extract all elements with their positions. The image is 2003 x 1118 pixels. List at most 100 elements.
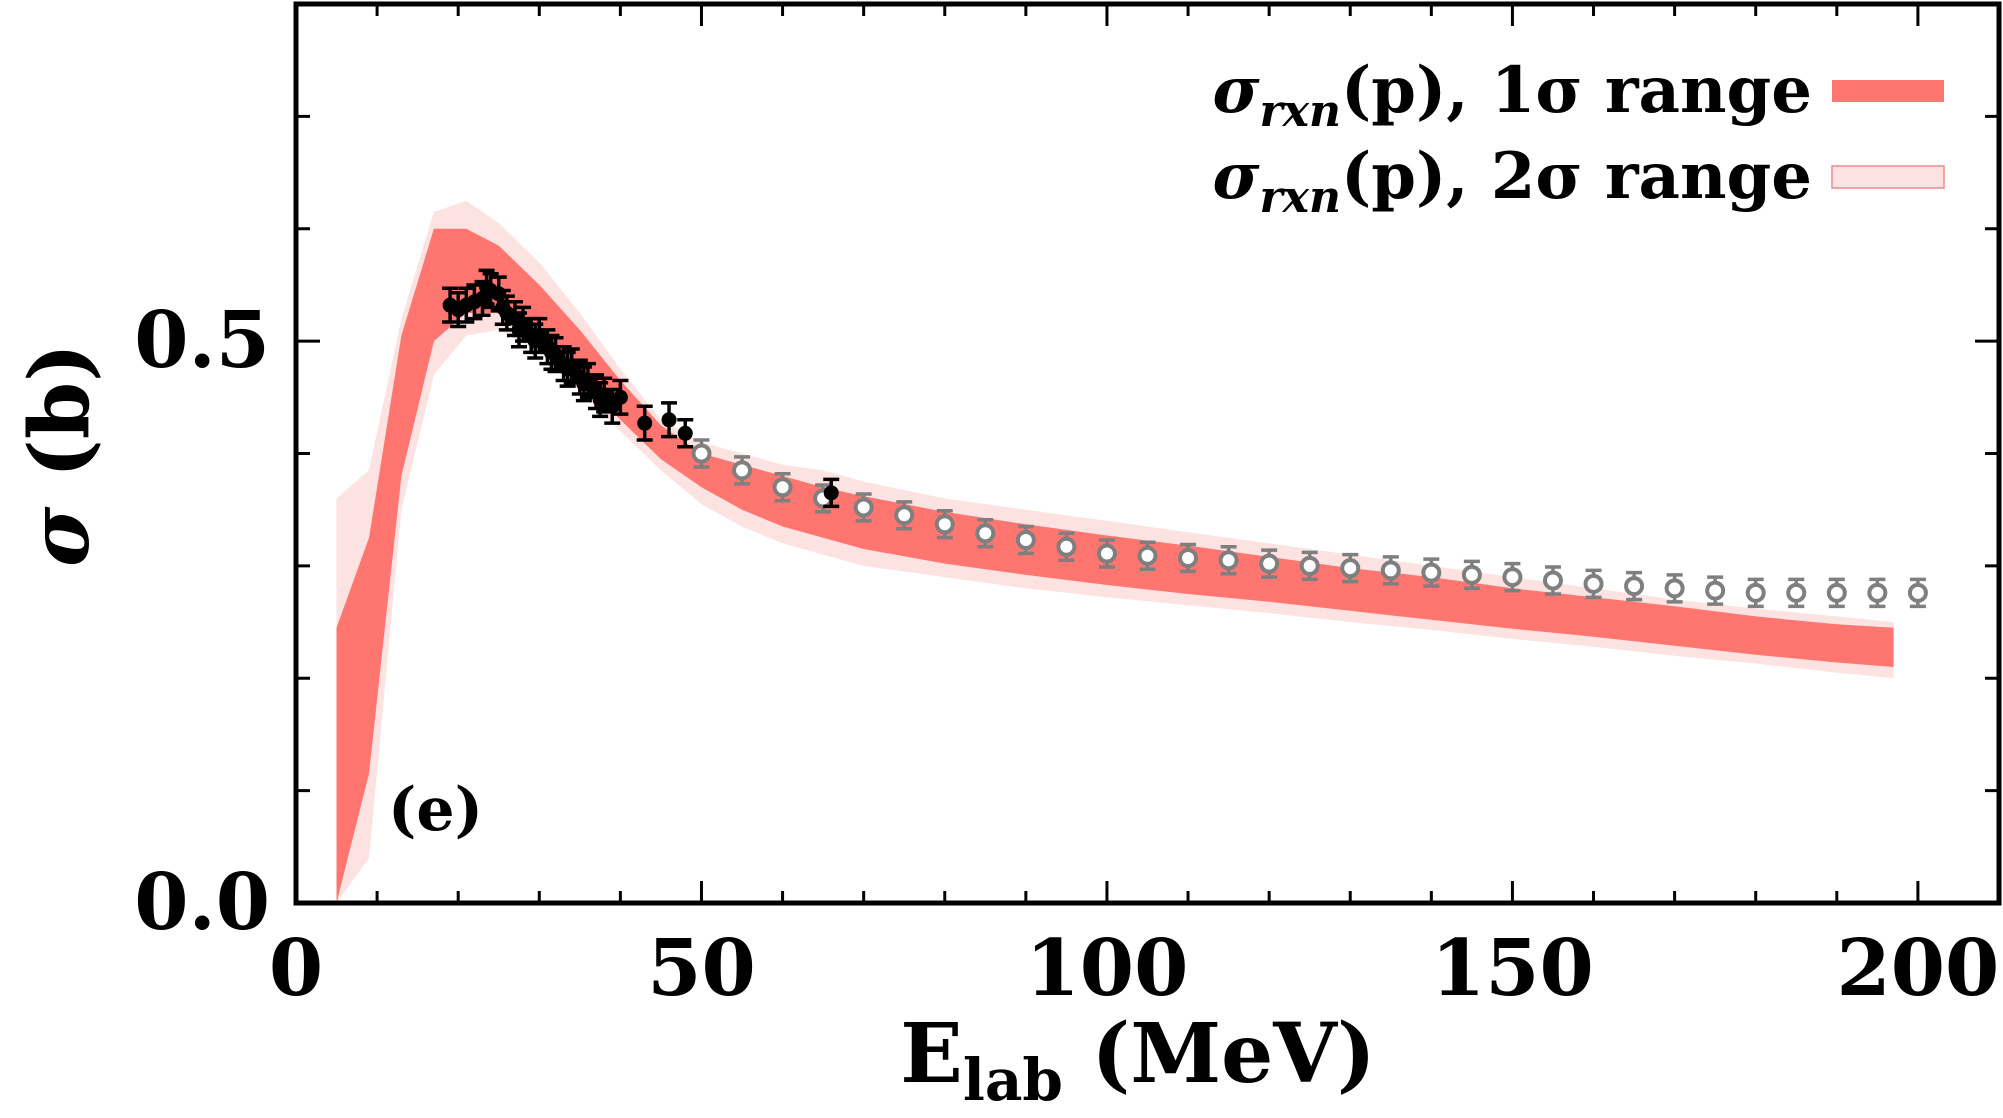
data-layer <box>442 268 1928 609</box>
legend-label-2sigma: σrxn(p), 2σ range <box>1212 139 1812 223</box>
filled-data-marker <box>612 389 628 405</box>
filled-data-point <box>547 336 564 374</box>
filled-data-point <box>677 418 694 449</box>
open-data-point <box>975 518 996 549</box>
open-data-marker <box>1380 560 1401 581</box>
legend-text: (p), 2σ range <box>1341 139 1812 214</box>
open-data-point <box>1015 524 1036 556</box>
open-data-point <box>1259 548 1280 579</box>
open-data-point <box>1664 573 1685 604</box>
open-data-marker <box>1745 582 1766 603</box>
open-data-marker <box>1461 564 1482 585</box>
y-axis-label-unit: (b) <box>12 343 108 506</box>
filled-data-marker <box>515 316 531 332</box>
open-data-point <box>1218 545 1239 576</box>
open-data-point <box>894 500 915 531</box>
open-data-point <box>1907 577 1928 609</box>
y-tick-label: 0.5 <box>134 295 270 386</box>
open-data-point <box>1340 552 1361 584</box>
open-data-marker <box>1867 582 1888 603</box>
open-data-marker <box>1786 582 1807 603</box>
filled-data-marker <box>677 425 693 441</box>
x-axis-label-unit: (MeV) <box>1063 1006 1376 1102</box>
x-tick-label: 50 <box>647 923 756 1014</box>
legend-text: (p), 1σ range <box>1341 53 1812 128</box>
legend-swatch-2sigma <box>1831 165 1945 189</box>
open-data-point <box>1299 550 1320 582</box>
legend-entry-1sigma: σrxn(p), 1σ range <box>1212 53 1944 137</box>
open-data-point <box>1421 557 1442 588</box>
open-data-point <box>1542 565 1563 596</box>
open-data-marker <box>1502 567 1523 588</box>
open-data-point <box>1096 538 1117 569</box>
open-data-point <box>691 438 712 469</box>
open-data-point <box>1624 570 1645 602</box>
filled-data-marker <box>661 412 677 428</box>
open-data-marker <box>1259 553 1280 574</box>
open-data-marker <box>732 460 753 481</box>
filled-data-marker <box>531 328 547 344</box>
open-data-point <box>1502 561 1523 593</box>
open-data-marker <box>975 523 996 544</box>
legend: σrxn(p), 1σ range σrxn(p), 2σ range <box>1212 53 1945 223</box>
open-data-point <box>1583 568 1604 600</box>
open-data-point <box>934 509 955 540</box>
open-data-marker <box>1096 543 1117 564</box>
open-data-point <box>853 492 874 523</box>
filled-data-marker <box>596 387 612 403</box>
y-axis-label-symbol: σ <box>12 506 108 567</box>
open-data-marker <box>853 497 874 518</box>
open-data-marker <box>1907 582 1928 603</box>
legend-entry-2sigma: σrxn(p), 2σ range <box>1212 139 1945 223</box>
legend-subscript: rxn <box>1260 172 1341 223</box>
filled-data-point <box>458 286 475 324</box>
tick-layer: 0 50 100 150 200 0.0 0.5 <box>134 2 2001 1014</box>
legend-swatch-1sigma <box>1832 80 1944 102</box>
filled-data-point <box>596 376 613 414</box>
open-data-marker <box>691 443 712 464</box>
open-data-marker <box>1421 562 1442 583</box>
filled-data-marker <box>637 415 653 431</box>
open-data-marker <box>1624 576 1645 597</box>
open-data-marker <box>772 477 793 498</box>
open-data-point <box>1137 540 1158 571</box>
open-data-point <box>1786 577 1807 609</box>
open-data-marker <box>894 505 915 526</box>
open-data-marker <box>1178 548 1199 569</box>
filled-data-point <box>612 378 629 416</box>
filled-data-point <box>442 286 459 324</box>
open-data-marker <box>1137 545 1158 566</box>
x-tick-label: 200 <box>1836 923 1999 1014</box>
x-tick-label: 100 <box>1026 923 1189 1014</box>
open-data-point <box>1867 577 1888 609</box>
open-data-point <box>1178 542 1199 574</box>
open-data-marker <box>1015 530 1036 551</box>
open-data-marker <box>1705 580 1726 601</box>
open-data-marker <box>1299 555 1320 576</box>
open-data-point <box>1705 575 1726 606</box>
filled-data-point <box>661 401 678 439</box>
open-data-marker <box>934 514 955 535</box>
open-data-marker <box>1583 573 1604 594</box>
open-data-marker <box>1664 578 1685 599</box>
open-data-marker <box>1056 536 1077 557</box>
open-data-marker <box>1826 582 1847 603</box>
legend-symbol: σ <box>1212 53 1260 128</box>
filled-data-marker <box>823 485 839 501</box>
y-tick-label: 0.0 <box>134 857 270 948</box>
open-data-point <box>1461 559 1482 591</box>
open-data-marker <box>1542 570 1563 591</box>
filled-data-point <box>515 305 532 343</box>
legend-label-1sigma: σrxn(p), 1σ range <box>1212 53 1812 137</box>
legend-symbol: σ <box>1212 139 1260 214</box>
legend-subscript: rxn <box>1260 86 1341 137</box>
y-axis-label: σ (b) <box>12 343 108 567</box>
open-data-point <box>1056 531 1077 563</box>
x-tick-label: 150 <box>1431 923 1594 1014</box>
panel-label: (e) <box>388 775 483 845</box>
open-data-marker <box>1218 550 1239 571</box>
x-axis-label-main: E <box>900 1006 963 1102</box>
x-axis-label: Elab (MeV) <box>900 1006 1375 1113</box>
